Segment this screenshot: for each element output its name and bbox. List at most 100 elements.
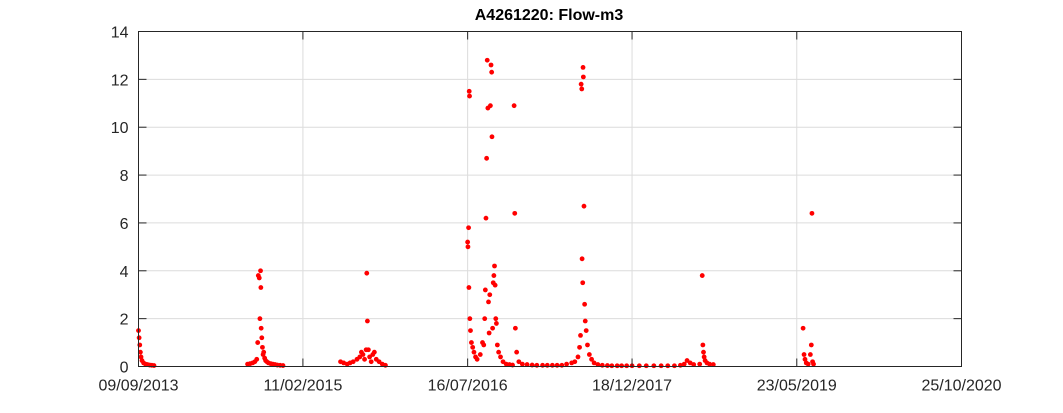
data-point <box>591 360 597 366</box>
data-point <box>491 273 497 278</box>
data-point <box>589 356 594 362</box>
data-point <box>564 361 569 367</box>
data-point <box>699 273 705 278</box>
data-point <box>137 349 143 355</box>
data-point <box>257 316 263 322</box>
data-point <box>511 103 517 109</box>
data-point <box>365 318 370 324</box>
data-point <box>619 363 625 369</box>
data-point <box>581 203 587 209</box>
data-point <box>651 363 657 369</box>
data-point <box>465 239 471 245</box>
x-tick-label: 23/05/2019 <box>757 378 837 395</box>
data-point <box>609 363 615 369</box>
x-tick-label: 18/12/2017 <box>592 378 672 395</box>
data-point <box>489 69 495 75</box>
data-point <box>586 352 592 357</box>
data-point <box>138 354 144 360</box>
data-point <box>136 335 142 341</box>
data-point <box>487 292 493 298</box>
data-point <box>365 347 371 353</box>
y-tick-label: 4 <box>120 264 129 281</box>
data-point <box>580 74 586 80</box>
data-point <box>466 285 472 290</box>
y-tick-label: 6 <box>120 216 129 233</box>
data-point <box>643 363 649 369</box>
data-point <box>483 215 489 221</box>
data-point <box>697 361 703 367</box>
data-point <box>486 299 491 305</box>
data-point <box>582 318 588 324</box>
data-point <box>490 325 496 331</box>
data-point <box>488 62 494 68</box>
data-point <box>151 363 157 368</box>
data-point <box>585 342 590 348</box>
data-point <box>482 316 488 322</box>
data-point <box>701 354 707 360</box>
plot-frame <box>138 31 962 367</box>
x-tick-label: 09/09/2013 <box>98 378 178 395</box>
data-point <box>575 354 581 360</box>
y-tick-label: 8 <box>120 168 129 185</box>
x-axis: 09/09/2013 11/02/2015 16/07/2016 18/12/2017… <box>98 31 1002 395</box>
y-axis: 0 2 4 6 8 10 12 14 <box>111 25 962 377</box>
data-point <box>484 155 490 161</box>
data-point <box>481 342 487 348</box>
data-point <box>578 81 584 87</box>
data-point <box>498 354 503 360</box>
y-tick-label: 12 <box>111 72 129 89</box>
data-point <box>701 349 706 355</box>
data-point <box>595 362 601 367</box>
data-point <box>583 328 589 334</box>
data-point <box>579 256 585 262</box>
data-point <box>578 332 583 338</box>
data-point <box>260 344 265 350</box>
data-point <box>691 362 697 367</box>
data-point <box>624 363 630 369</box>
data-point <box>261 349 267 355</box>
data-point <box>256 275 262 281</box>
data-point <box>579 86 585 92</box>
data-point <box>519 361 525 367</box>
data-point <box>800 325 806 331</box>
data-point <box>707 361 712 367</box>
data-point <box>580 64 586 70</box>
data-point <box>474 356 480 362</box>
data-point <box>807 352 813 357</box>
data-point <box>467 93 472 99</box>
data-point <box>582 301 588 307</box>
data-point <box>465 244 471 250</box>
data-point <box>489 134 495 140</box>
data-point <box>484 57 490 63</box>
chart-title: A4261220: Flow-m3 <box>475 7 624 24</box>
data-point <box>672 363 677 369</box>
data-point <box>512 210 518 216</box>
data-point <box>494 342 500 348</box>
data-point <box>360 352 366 357</box>
data-point <box>469 340 474 345</box>
data-point <box>466 88 472 94</box>
data-point <box>477 352 483 357</box>
data-point <box>516 359 522 365</box>
data-point <box>259 335 265 341</box>
data-point <box>700 342 706 348</box>
data-point <box>364 270 370 276</box>
data-point <box>254 356 260 362</box>
y-tick-label: 2 <box>120 312 129 329</box>
data-point <box>350 359 356 365</box>
data-point <box>486 330 492 336</box>
data-point <box>665 363 671 369</box>
data-point <box>255 340 261 345</box>
x-tick-label: 16/07/2016 <box>428 378 508 395</box>
data-point <box>466 225 471 231</box>
data-point <box>512 325 518 331</box>
data-point <box>801 352 807 357</box>
data-point <box>280 363 286 368</box>
data-point <box>492 263 497 269</box>
data-point <box>681 361 687 367</box>
y-tick-label: 10 <box>111 120 129 137</box>
data-point <box>710 362 716 367</box>
y-tick-label: 14 <box>111 25 129 42</box>
data-point <box>471 349 477 355</box>
